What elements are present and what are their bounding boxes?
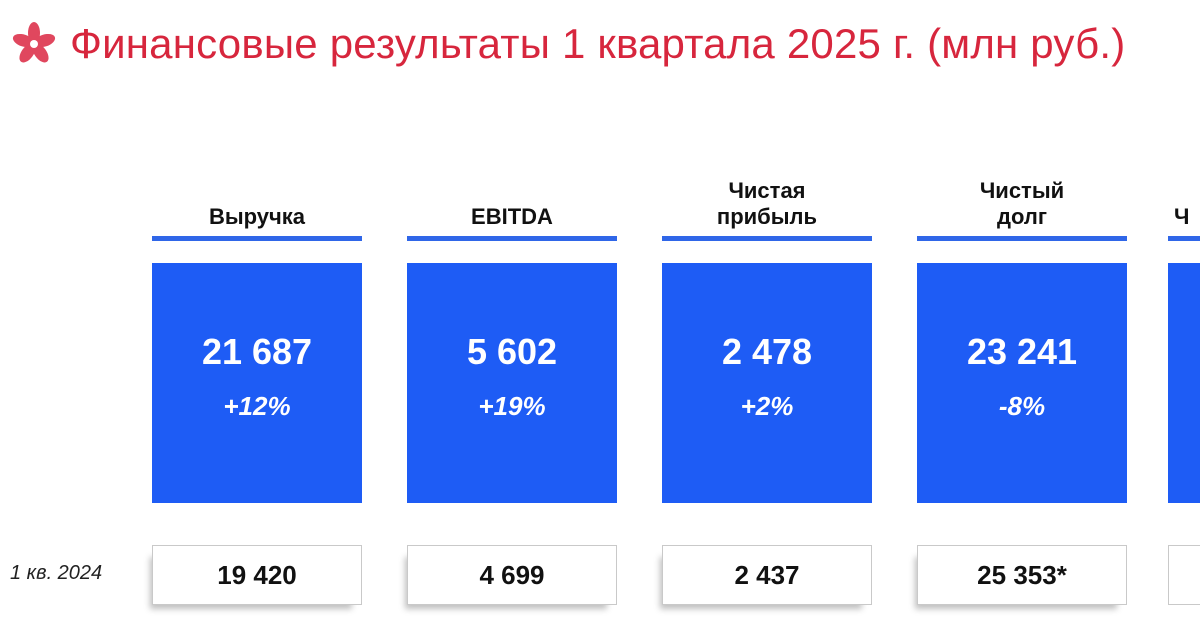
metric-card: 2 478 +2% (662, 263, 872, 503)
metric-change: +12% (223, 390, 291, 421)
metric-label: Ч (1174, 204, 1190, 230)
metric-value: 2 478 (721, 330, 813, 372)
metric-prev-value: 19 420 (152, 545, 362, 605)
metric-change: +2% (740, 390, 794, 421)
metric-divider (407, 236, 617, 241)
metric-label: Чистый долг (979, 178, 1065, 230)
page-header: Финансовые результаты 1 квартала 2025 г.… (10, 14, 1125, 74)
prev-period-label: 1 кв. 2024 (10, 562, 103, 584)
metric-column-revenue: Выручка 21 687 +12% 19 420 (152, 150, 362, 605)
metric-change: +19% (478, 390, 546, 421)
metric-label: Чистая прибыль (716, 178, 818, 230)
metric-column-partial: Ч (1168, 150, 1200, 605)
metric-card: 5 602 +19% (407, 263, 617, 503)
metric-divider (917, 236, 1127, 241)
metric-value: 21 687 (201, 330, 313, 372)
metric-change: -8% (998, 390, 1046, 421)
flower-logo-icon (12, 22, 56, 63)
page-title: Финансовые результаты 1 квартала 2025 г.… (70, 20, 1126, 67)
metric-column-net-debt: Чистый долг 23 241 -8% 25 353* (917, 150, 1127, 605)
metric-label: Выручка (208, 204, 306, 230)
metric-prev-value: 25 353* (917, 545, 1127, 605)
metric-prev-value (1168, 545, 1200, 605)
metric-card (1168, 263, 1200, 503)
metric-divider (152, 236, 362, 241)
metric-card: 21 687 +12% (152, 263, 362, 503)
metric-column-ebitda: EBITDA 5 602 +19% 4 699 (407, 150, 617, 605)
metric-value: 5 602 (466, 330, 558, 372)
metric-prev-value: 4 699 (407, 545, 617, 605)
metric-prev-value: 2 437 (662, 545, 872, 605)
metric-divider (1168, 236, 1200, 241)
metric-divider (662, 236, 872, 241)
metric-value: 23 241 (966, 330, 1078, 372)
metric-label: EBITDA (471, 204, 553, 230)
metric-column-net-profit: Чистая прибыль 2 478 +2% 2 437 (662, 150, 872, 605)
metric-card: 23 241 -8% (917, 263, 1127, 503)
